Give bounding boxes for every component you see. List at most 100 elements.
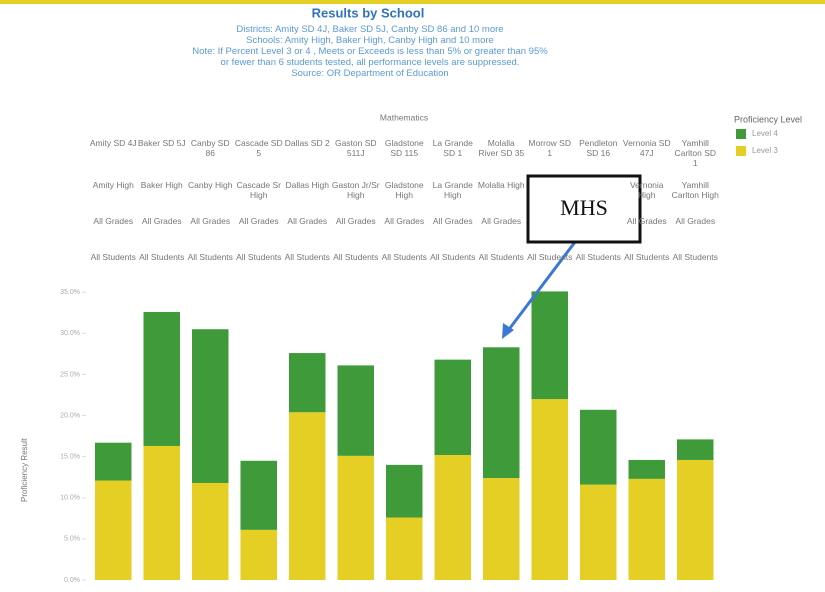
header-cell: Cascade Sr High [236,180,281,200]
header-cell: All Grades [675,216,716,226]
header-cell: Gladstone SD 115 [384,138,424,158]
header-cell: Canby SD 86 [190,138,230,158]
legend-label: Level 3 [752,146,778,155]
header-cell: All Grades [93,216,134,226]
bar-segment [289,412,326,580]
header-cell: All Students [430,252,476,262]
bar-segment [434,455,471,580]
bar-segment [677,439,714,460]
y-tick-label: 0.0% [64,577,80,584]
annotation-box [526,174,642,244]
bar-segment [337,365,374,456]
arrow-head [502,323,514,339]
header-cell: All Students [575,252,621,262]
bar-segment [240,529,277,580]
subtitle: or fewer than 6 students tested, all per… [220,57,520,68]
header-cell: La Grande High [432,180,473,200]
legend-swatch [736,146,746,156]
bar-segment [192,482,229,580]
bar-segment [531,291,568,400]
y-axis-label: Proficiency Result [20,437,29,502]
bar-segment [434,359,471,456]
header-cell: Pendleton SD 16 [579,138,618,158]
header-cell: Molalla High [477,180,525,190]
header-cell: All Students [381,252,427,262]
top-strip [0,0,825,4]
header-cell: All Grades [626,216,667,226]
y-tick-label: 20.0% [60,412,80,419]
bar-segment [240,460,277,530]
header-cell: Morrow SD 1 [528,138,571,158]
y-tick-label: 10.0% [60,495,80,502]
header-cell: All Students [624,252,670,262]
header-cell: All Grades [190,216,231,226]
y-tick-label: 5.0% [64,536,80,543]
bar-segment [289,353,326,413]
subtitle: Source: OR Department of Education [291,68,449,79]
header-cell: All Students [236,252,282,262]
header-cell: Gaston Jr/Sr High [331,180,380,200]
legend-swatch [736,129,746,139]
y-tick-label: 35.0% [60,289,80,296]
header-cell: All Students [527,252,573,262]
header-cell: Cascade SD 5 [234,138,283,158]
bar-segment [337,455,374,580]
bar-segment [95,480,132,580]
header-cell: Baker SD 5J [137,138,186,148]
bar-segment [143,445,180,580]
header-cell: Canby High [188,180,233,190]
header-cell: All Students [90,252,136,262]
bar-segment [386,517,423,580]
header-cell: Yamhill Carlton High [671,180,719,200]
header-cell: All Students [672,252,718,262]
bar-segment [95,442,132,481]
header-cell: All Students [284,252,330,262]
header-cell: All Students [478,252,524,262]
header: Mathematics [380,112,428,122]
legend-title: Proficiency Level [734,114,802,124]
header-cell: Vernonia SD 47J [622,138,671,158]
bar-segment [580,484,617,580]
header-cell: All Students [333,252,379,262]
header-cell: Gladstone High [384,180,424,200]
subtitle: Districts: Amity SD 4J, Baker SD 5J, Can… [236,24,504,35]
header-cell: Amity High [92,180,134,190]
y-tick-label: 25.0% [60,371,80,378]
bar-segment [143,311,180,446]
header-cell: Amity SD 4J [89,138,137,148]
header-cell: All Grades [335,216,376,226]
header-cell: La Grande SD 1 [432,138,473,158]
bar-segment [531,399,568,580]
header-cell: All Grades [238,216,279,226]
subtitle: Schools: Amity High, Baker High, Canby H… [246,35,494,46]
header-cell: All Grades [432,216,473,226]
y-tick-label: 15.0% [60,454,80,461]
bar-segment [483,347,520,479]
chart-title: Results by School [312,5,425,20]
header-cell: All Grades [141,216,182,226]
header-cell: All Students [139,252,185,262]
bar-segment [192,329,229,483]
subtitle: Note: If Percent Level 3 or 4 , Meets or… [192,46,548,57]
header-cell: All Grades [481,216,522,226]
annotation-text: MHS [560,195,608,220]
annotation-arrow [505,241,577,333]
header-cell: Dallas SD 2 [284,138,330,148]
header-cell: Gaston SD 511J [334,138,377,158]
header-cell: All Students [187,252,233,262]
header-cell: All Grades [384,216,425,226]
bar-segment [386,464,423,518]
header-cell: Dallas High [285,180,329,190]
bar-segment [580,409,617,485]
header-cell: All Grades [287,216,328,226]
bar-segment [628,459,665,479]
header-cell: Vernonia High [629,180,664,200]
header-cell: Molalla River SD 35 [478,138,525,158]
header-cell: Baker High [140,180,183,190]
y-tick-label: 30.0% [60,330,80,337]
bar-segment [677,459,714,580]
bar-segment [483,478,520,580]
bar-segment [628,478,665,580]
